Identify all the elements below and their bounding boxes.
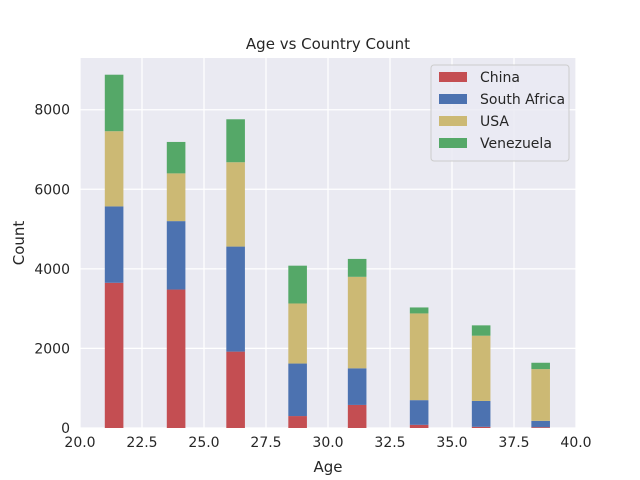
bar-usa <box>531 369 550 421</box>
bar-venezuela <box>166 141 186 174</box>
bar-venezuela <box>347 258 367 277</box>
bar-usa <box>226 162 245 247</box>
bar-south-africa <box>288 363 307 417</box>
legend-box <box>430 64 570 162</box>
x-tick-label: 20.0 <box>64 435 95 451</box>
x-tick-label: 30.0 <box>312 435 343 451</box>
y-tick-label: 8000 <box>34 103 70 119</box>
bar-venezuela <box>471 325 491 336</box>
bar-china <box>347 404 367 428</box>
legend-label: South Africa <box>480 92 565 108</box>
bar-south-africa <box>471 400 491 427</box>
bar-china <box>409 424 429 428</box>
bar-china <box>104 282 124 428</box>
legend-label: China <box>480 70 520 86</box>
legend-label: Venezuela <box>480 136 552 152</box>
bar-south-africa <box>531 420 550 428</box>
bar-china <box>226 351 245 428</box>
x-tick-label: 27.5 <box>250 435 281 451</box>
x-tick-label: 32.5 <box>374 435 405 451</box>
legend-swatch <box>439 94 467 104</box>
bar-china <box>471 426 491 428</box>
bar-venezuela <box>226 119 245 163</box>
bar-usa <box>104 131 124 207</box>
y-tick-label: 4000 <box>34 262 70 278</box>
bar-china <box>531 427 550 428</box>
bar-usa <box>409 313 429 401</box>
y-tick-label: 0 <box>61 421 70 437</box>
x-axis-title: Age <box>313 458 342 476</box>
bar-usa <box>288 303 307 364</box>
x-tick-label: 37.5 <box>498 435 529 451</box>
bar-venezuela <box>104 74 124 132</box>
bar-usa <box>471 335 491 401</box>
bar-venezuela <box>409 307 429 314</box>
x-tick-label: 40.0 <box>560 435 591 451</box>
bar-venezuela <box>288 265 307 304</box>
x-tick-label: 25.0 <box>188 435 219 451</box>
x-tick-labels: 20.0 22.5 25.0 27.5 30.0 32.5 35.0 37.5 40.0 <box>64 435 591 451</box>
y-tick-label: 2000 <box>34 341 70 357</box>
x-tick-label: 35.0 <box>436 435 467 451</box>
bar-south-africa <box>226 246 245 352</box>
bar-venezuela <box>531 362 550 370</box>
bar-china <box>166 289 186 428</box>
y-axis-title: Count <box>10 221 28 266</box>
bar-south-africa <box>409 400 429 425</box>
legend-swatch <box>439 72 467 82</box>
bar-usa <box>347 276 367 369</box>
y-tick-labels: 0 2000 4000 6000 8000 <box>34 103 70 437</box>
chart-title: Age vs Country Count <box>246 35 410 53</box>
bar-south-africa <box>347 368 367 405</box>
bar-usa <box>166 173 186 222</box>
x-tick-label: 22.5 <box>126 435 157 451</box>
bars <box>104 74 550 428</box>
bar-south-africa <box>104 206 124 283</box>
y-tick-label: 6000 <box>34 182 70 198</box>
legend-swatch <box>439 138 467 148</box>
legend-label: USA <box>480 114 509 130</box>
bar-china <box>288 416 307 428</box>
bar-south-africa <box>166 221 186 290</box>
legend: China South Africa USA Venezuela <box>430 64 570 162</box>
legend-swatch <box>439 116 467 126</box>
